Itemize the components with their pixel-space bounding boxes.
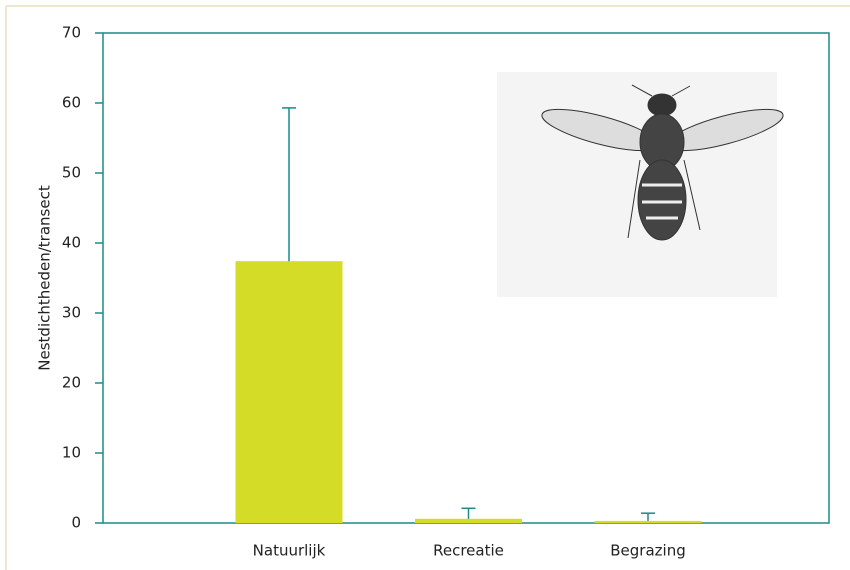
y-tick-label: 10 (62, 444, 81, 462)
bar (236, 261, 343, 523)
x-tick-label: Recreatie (433, 542, 504, 560)
chart: Nestdichtheden/transect 0 10 20 30 40 50 60 70 N… (0, 0, 850, 570)
x-tick-label: Begrazing (610, 542, 685, 560)
y-axis-label: Nestdichtheden/transect (36, 185, 54, 371)
x-tick-label: Natuurlijk (253, 542, 326, 560)
y-tick-label: 50 (62, 164, 81, 182)
bar (595, 521, 702, 523)
error-bar (462, 508, 476, 519)
y-tick-label: 0 (71, 514, 81, 532)
y-tick-label: 40 (62, 234, 81, 252)
y-tick-label: 30 (62, 304, 81, 322)
bar (415, 519, 522, 523)
error-bar (641, 513, 655, 521)
y-tick-label: 20 (62, 374, 81, 392)
error-bar (282, 108, 296, 261)
y-tick-label: 70 (62, 24, 81, 42)
y-tick-label: 60 (62, 94, 81, 112)
bee-illustration (497, 72, 787, 297)
